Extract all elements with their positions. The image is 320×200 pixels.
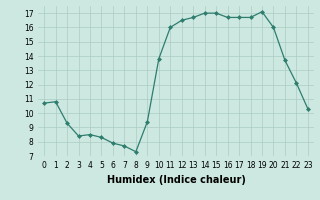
X-axis label: Humidex (Indice chaleur): Humidex (Indice chaleur): [107, 175, 245, 185]
